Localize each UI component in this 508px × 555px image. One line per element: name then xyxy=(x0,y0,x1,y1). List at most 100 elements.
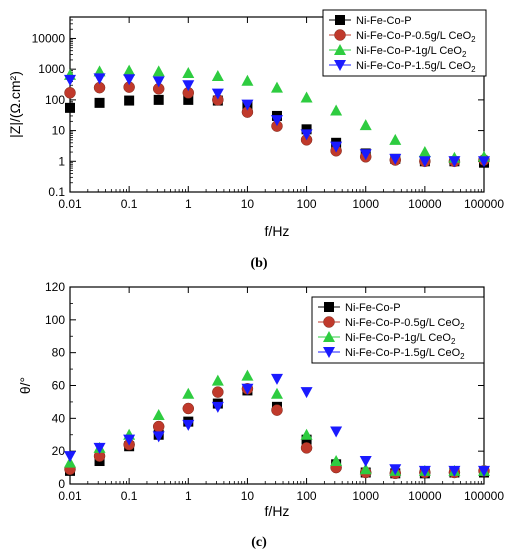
legend-marker xyxy=(334,29,346,41)
x-tick-label: 100000 xyxy=(464,197,504,211)
legend: Ni-Fe-Co-PNi-Fe-Co-P-0.5g/L CeO2Ni-Fe-Co… xyxy=(311,296,485,364)
legend-entry-3: Ni-Fe-Co-P-1g/L CeO2 xyxy=(345,332,456,346)
data-point xyxy=(123,434,136,446)
x-tick-label: 10000 xyxy=(408,197,442,211)
data-point xyxy=(389,464,402,476)
data-point xyxy=(152,420,165,433)
data-point xyxy=(124,95,135,106)
data-point xyxy=(64,87,76,99)
data-point xyxy=(64,74,76,86)
x-tick-label: 1 xyxy=(185,489,192,503)
x-tick-label: 100 xyxy=(297,489,317,503)
series-4 xyxy=(64,373,490,477)
y-tick-label: 10000 xyxy=(32,31,66,45)
data-point xyxy=(211,88,224,100)
data-point xyxy=(359,119,372,131)
x-tick-label: 10 xyxy=(241,489,255,503)
data-point xyxy=(182,80,195,92)
data-point xyxy=(330,426,343,438)
x-tick-label: 0.01 xyxy=(58,197,82,211)
chart-panel-2: 0.01 0.1 1 10 100 1000 10000 100000 0 20 40 60 80 100… xyxy=(17,280,504,550)
data-point xyxy=(418,465,431,477)
legend-marker xyxy=(324,302,334,312)
series-3 xyxy=(64,64,490,163)
data-point xyxy=(330,455,343,467)
data-point xyxy=(64,456,76,468)
data-point xyxy=(65,102,75,113)
data-point xyxy=(211,401,224,413)
data-point xyxy=(301,124,312,135)
data-point xyxy=(211,69,224,81)
legend-marker xyxy=(323,316,335,328)
data-point xyxy=(241,99,254,111)
data-point xyxy=(183,94,194,105)
series-4 xyxy=(64,73,490,168)
data-point xyxy=(418,146,431,158)
data-point xyxy=(478,156,490,168)
data-point xyxy=(241,369,254,381)
data-point xyxy=(359,463,372,475)
legend-entry-1: Ni-Fe-Co-P xyxy=(345,302,401,314)
legend-entry-3: Ni-Fe-Co-P-1g/L CeO2 xyxy=(356,45,467,59)
series-3 xyxy=(64,369,490,476)
data-point xyxy=(212,386,224,398)
y-tick-label: 100 xyxy=(45,313,65,327)
data-point xyxy=(211,374,224,386)
legend-entry-1: Ni-Fe-Co-P xyxy=(356,15,412,27)
x-axis-label: f/Hz xyxy=(265,503,290,519)
data-point xyxy=(152,65,165,77)
data-point xyxy=(152,76,165,88)
legend-entry-4: Ni-Fe-Co-P-1.5g/L CeO2 xyxy=(356,60,476,74)
data-point xyxy=(271,404,283,416)
x-tick-label: 1000 xyxy=(352,197,379,211)
y-axis-label: |Z|/(Ω.cm²) xyxy=(7,71,23,138)
x-tick-label: 1 xyxy=(185,197,192,211)
data-point xyxy=(182,67,195,79)
data-point xyxy=(330,141,343,153)
data-point xyxy=(300,428,313,440)
legend: Ni-Fe-Co-PNi-Fe-Co-P-0.5g/L CeO2Ni-Fe-Co… xyxy=(322,9,487,77)
x-tick-label: 1000 xyxy=(352,489,379,503)
chart-panel-1: 0.01 0.1 1 10 100 1000 10000 1000000.1110100100… xyxy=(7,9,504,271)
data-point xyxy=(182,387,195,399)
data-point xyxy=(448,156,461,168)
x-tick-label: 10000 xyxy=(408,489,442,503)
panel-label: (b) xyxy=(250,256,267,271)
y-tick-label: 120 xyxy=(45,280,65,294)
y-tick-label: 0.1 xyxy=(48,185,65,199)
data-point xyxy=(300,442,313,454)
data-point xyxy=(359,149,372,161)
y-tick-label: 10 xyxy=(52,124,66,138)
x-tick-label: 0.01 xyxy=(58,489,82,503)
y-tick-label: 100 xyxy=(45,93,65,107)
y-tick-label: 1 xyxy=(58,154,65,168)
x-tick-label: 100000 xyxy=(464,489,504,503)
data-point xyxy=(64,451,76,463)
y-tick-label: 60 xyxy=(52,379,66,393)
data-point xyxy=(94,97,105,108)
x-tick-label: 0.1 xyxy=(121,197,138,211)
x-tick-label: 100 xyxy=(297,197,317,211)
legend-entry-4: Ni-Fe-Co-P-1.5g/L CeO2 xyxy=(345,347,465,361)
x-tick-label: 10 xyxy=(241,197,255,211)
y-tick-label: 20 xyxy=(52,444,66,458)
data-point xyxy=(300,91,313,103)
data-point xyxy=(241,74,254,86)
legend-marker xyxy=(334,60,346,71)
data-point xyxy=(152,409,165,421)
data-point xyxy=(330,104,343,116)
data-point xyxy=(241,383,254,395)
y-tick-label: 0 xyxy=(58,477,65,491)
y-tick-label: 40 xyxy=(52,411,66,425)
legend-box xyxy=(311,296,485,364)
data-point xyxy=(182,402,195,415)
panel-label: (c) xyxy=(251,535,267,550)
legend-entry-2: Ni-Fe-Co-P-0.5g/L CeO2 xyxy=(345,317,465,331)
data-point xyxy=(270,373,283,385)
y-tick-label: 80 xyxy=(52,346,66,360)
data-point xyxy=(123,74,136,86)
data-point xyxy=(123,64,136,76)
legend-marker xyxy=(323,347,335,358)
